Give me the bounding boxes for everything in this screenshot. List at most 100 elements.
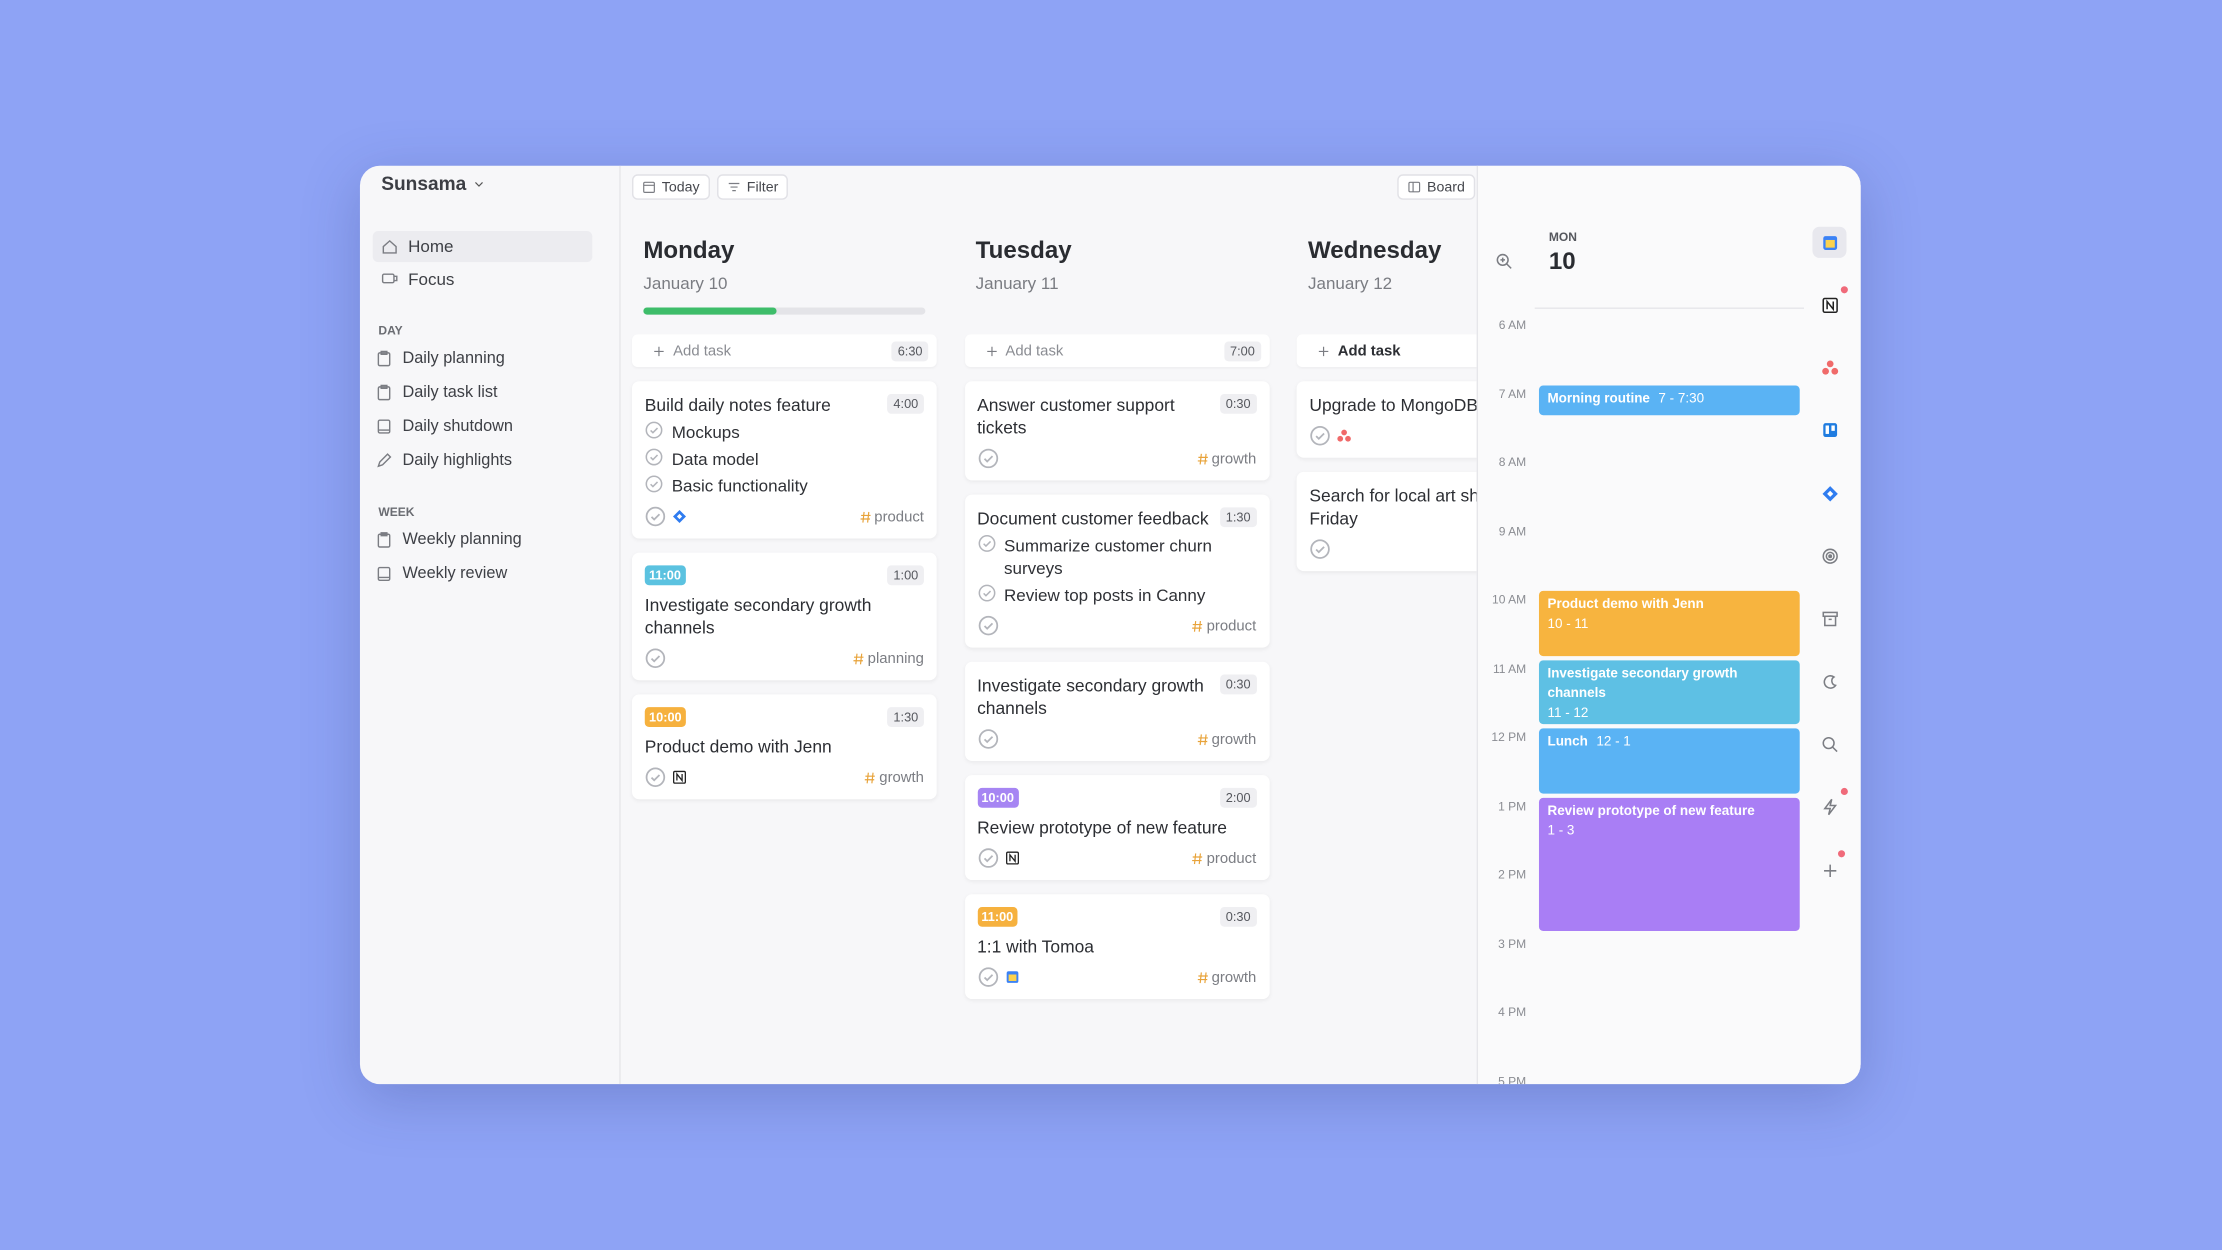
- icon-shape: [1821, 612, 1838, 618]
- icon-shape: [673, 770, 686, 784]
- hour-label: 3 PM: [1498, 935, 1527, 951]
- integration-icon: [1336, 428, 1352, 444]
- icon-shape: [1008, 852, 1016, 864]
- notification-dot: [1840, 787, 1848, 795]
- rail-button[interactable]: [1812, 415, 1846, 446]
- icon-shape: [983, 622, 993, 630]
- task-card[interactable]: Investigate secondary growth channels 0:3…: [964, 661, 1270, 761]
- icon-shape: [1822, 423, 1837, 438]
- time-badge: 11:00: [977, 906, 1018, 927]
- task-header: Search for local art shows First Friday: [1309, 485, 1476, 530]
- task-header: Upgrade to MongoDB: [1309, 394, 1476, 417]
- calendar-event[interactable]: Morning routine 7 - 7:30: [1538, 384, 1800, 415]
- workspace-switcher[interactable]: Sunsama: [381, 173, 486, 194]
- icon-shape: [1824, 239, 1835, 247]
- nav-item[interactable]: Focus: [373, 264, 593, 295]
- subtask[interactable]: Review top posts in Canny: [977, 584, 1256, 607]
- calendar-weekday: MON: [1548, 229, 1578, 244]
- nav-item[interactable]: Daily planning: [367, 343, 587, 374]
- icon-shape: [853, 652, 864, 664]
- task-card[interactable]: Build daily notes feature 4:00 Mockups Data…: [632, 381, 937, 539]
- icon-shape: [1197, 453, 1208, 464]
- task-title: Answer customer support tickets: [977, 395, 1175, 438]
- rail-button[interactable]: [1812, 729, 1846, 760]
- subtask[interactable]: Mockups: [645, 421, 924, 444]
- rail-button[interactable]: [1812, 226, 1847, 258]
- rail-icon: [1820, 735, 1838, 753]
- icon-shape: [860, 511, 871, 522]
- icon-shape: [380, 384, 388, 389]
- toolbar-button[interactable]: Board: [1397, 174, 1475, 200]
- hour-label: 11 AM: [1492, 661, 1527, 676]
- icon-shape: [645, 506, 666, 527]
- icon-shape: [1197, 971, 1208, 983]
- hour-label: 10 AM: [1492, 592, 1527, 607]
- icon-shape: [645, 648, 666, 668]
- rail-button[interactable]: [1812, 603, 1846, 634]
- task-card[interactable]: Document customer feedback 1:30 Summarize …: [964, 494, 1270, 648]
- day-name: Monday: [643, 236, 735, 264]
- icon-shape: [1822, 423, 1837, 438]
- nav-item[interactable]: Home: [372, 230, 593, 263]
- rail-button[interactable]: [1812, 541, 1846, 572]
- nav-item[interactable]: Daily shutdown: [367, 411, 587, 442]
- task-card[interactable]: Answer customer support tickets 0:30 growt…: [964, 381, 1270, 481]
- icon-shape: [650, 513, 661, 521]
- rail-button[interactable]: [1812, 855, 1846, 886]
- icon-shape: [475, 181, 483, 187]
- task-card[interactable]: 11:00 0:30 1:1 with Tomoa growth: [964, 894, 1270, 1000]
- icon-shape: [475, 181, 483, 187]
- add-task-label: Add task: [1005, 342, 1064, 360]
- rail-button[interactable]: [1812, 478, 1846, 509]
- task-card[interactable]: 10:00 1:30 Product demo with Jenn growth: [632, 694, 937, 800]
- zoom-button[interactable]: [1495, 252, 1513, 278]
- calendar-event[interactable]: Investigate secondary growth channels 11 …: [1538, 659, 1800, 725]
- add-task[interactable]: Add task 6:30: [632, 334, 937, 368]
- icon-shape: [377, 352, 391, 367]
- section-title: WEEK: [378, 504, 415, 519]
- rail-button[interactable]: [1812, 352, 1846, 383]
- toolbar-button[interactable]: Filter: [717, 174, 789, 200]
- nav-icon: [376, 531, 393, 548]
- nav-item[interactable]: Weekly review: [367, 558, 587, 589]
- task-card[interactable]: 10:00 2:00 Review prototype of new feature…: [964, 775, 1270, 881]
- icon-shape: [1310, 426, 1330, 446]
- subtask[interactable]: Data model: [645, 448, 924, 471]
- icon-shape: [1823, 863, 1836, 877]
- nav-item[interactable]: Daily highlights: [367, 445, 587, 476]
- calendar-event[interactable]: Review prototype of new feature 1 - 3: [1538, 797, 1800, 931]
- check-icon: [1309, 538, 1330, 559]
- subtask[interactable]: Basic functionality: [645, 475, 924, 498]
- rail-icon: [1820, 421, 1838, 439]
- time-badge: 10:00: [977, 787, 1019, 808]
- nav-item[interactable]: Daily task list: [367, 377, 587, 408]
- day-date: January 12: [1307, 273, 1393, 294]
- toolbar-button[interactable]: Today: [632, 174, 710, 200]
- rail-icon: [1820, 233, 1838, 251]
- calendar-event[interactable]: Product demo with Jenn 10 - 11: [1538, 590, 1800, 656]
- icon-shape: [1345, 435, 1351, 442]
- task-card[interactable]: 11:00 1:00 Investigate secondary growth ch…: [632, 552, 937, 681]
- nav-item[interactable]: Weekly planning: [367, 524, 587, 555]
- check-icon: [977, 966, 998, 987]
- check-icon: [977, 728, 998, 749]
- calendar-event[interactable]: Lunch 12 - 1: [1538, 728, 1800, 793]
- subtask-label: Review top posts in Canny: [1004, 585, 1206, 606]
- icon-shape: [377, 419, 391, 434]
- rail-button[interactable]: [1812, 666, 1846, 697]
- rail-button[interactable]: [1812, 792, 1846, 823]
- icon-shape: [1337, 435, 1344, 442]
- rail-button[interactable]: [1812, 290, 1846, 321]
- add-task[interactable]: Add task 7:00: [964, 334, 1270, 368]
- nav-label: Home: [408, 236, 454, 257]
- icon-shape: [1821, 736, 1837, 752]
- icon-shape: [1823, 616, 1836, 627]
- task-card[interactable]: Upgrade to MongoDB: [1296, 381, 1477, 458]
- add-task[interactable]: Add task: [1296, 334, 1477, 368]
- subtask[interactable]: Summarize customer churn surveys: [977, 534, 1256, 579]
- icon-shape: [377, 453, 392, 468]
- task-card[interactable]: Search for local art shows First Friday: [1296, 471, 1477, 572]
- subtask-label: Mockups: [671, 422, 740, 443]
- icon-shape: [650, 481, 659, 488]
- event-title: Product demo with Jenn: [1547, 596, 1704, 613]
